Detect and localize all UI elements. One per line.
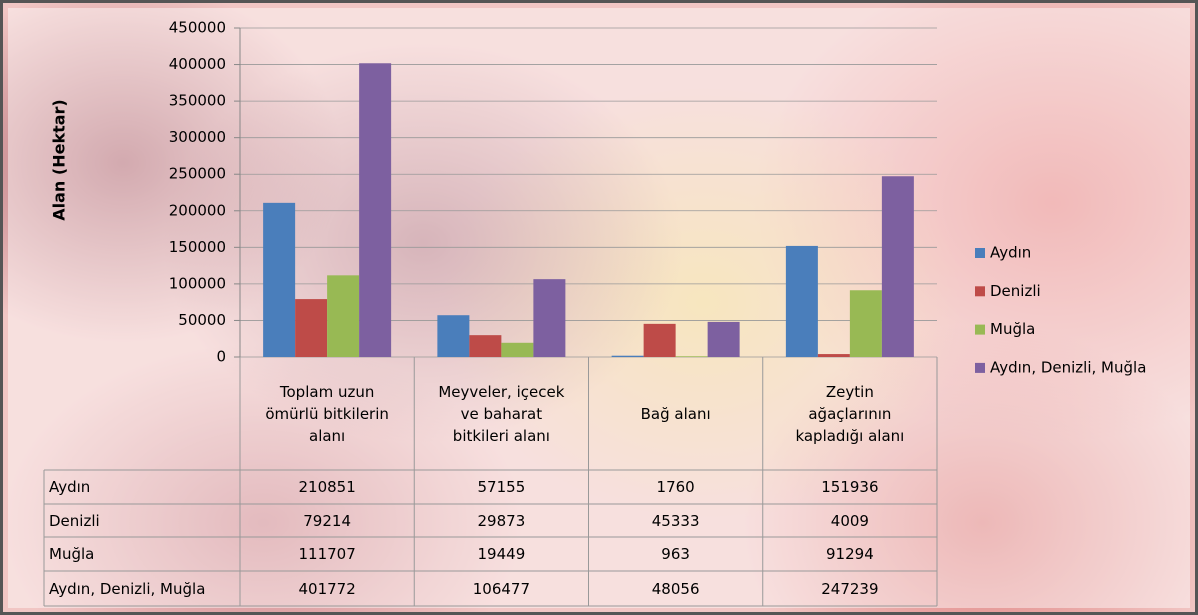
table-value: 91294 — [826, 545, 874, 563]
table-value: 45333 — [651, 511, 700, 530]
y-tick-label: 50000 — [178, 311, 226, 329]
bar — [501, 342, 534, 357]
table-value: 19449 — [477, 545, 526, 563]
y-tick-label: 400000 — [169, 55, 226, 73]
category-label: Zeytin ağaçlarının kapladığı alanı — [795, 382, 905, 445]
table-value: 247239 — [821, 579, 879, 598]
y-tick-label: 300000 — [169, 128, 226, 146]
bar — [611, 355, 644, 357]
table-value: 401772 — [298, 579, 356, 598]
table-value: 1760 — [656, 478, 695, 496]
y-tick-label: 250000 — [169, 165, 226, 183]
legend-swatch — [975, 248, 985, 258]
legend-label: Denizli — [990, 282, 1041, 300]
category-label: Meyveler, içecek ve baharat bitkileri al… — [438, 382, 565, 445]
table-row-label: Aydın — [49, 478, 91, 496]
bar — [785, 245, 818, 357]
legend-swatch — [975, 286, 985, 297]
table-value: 111707 — [298, 545, 356, 563]
category-label: Bağ alanı — [640, 404, 711, 423]
bar — [643, 323, 676, 357]
y-tick-label: 350000 — [169, 92, 226, 110]
bar — [327, 275, 360, 357]
bar — [707, 321, 740, 357]
table-value: 57155 — [477, 478, 526, 496]
bar — [263, 202, 296, 357]
table-row-label: Muğla — [49, 545, 95, 563]
category-label: Toplam uzun ömürlü bitkilerin alanı — [265, 382, 389, 445]
y-tick-label: 450000 — [169, 19, 226, 37]
table-row-label: Aydın, Denizli, Muğla — [49, 579, 206, 598]
bar — [359, 63, 392, 358]
legend-label: Muğla — [990, 320, 1035, 338]
bar — [295, 299, 328, 357]
table-value: 106477 — [472, 579, 530, 598]
y-tick-label: 0 — [216, 348, 226, 366]
bar — [675, 356, 708, 357]
bar — [881, 176, 914, 357]
y-tick-label: 200000 — [169, 201, 226, 219]
bar — [437, 315, 470, 357]
legend-swatch — [975, 362, 985, 373]
table-value: 48056 — [651, 579, 700, 598]
bar — [817, 354, 850, 357]
table-value: 29873 — [477, 511, 526, 530]
table-value: 4009 — [830, 511, 869, 530]
legend-label: Aydın — [990, 244, 1031, 262]
table-row-label: Denizli — [49, 511, 100, 530]
table-value: 963 — [661, 545, 690, 563]
table-value: 79214 — [303, 511, 351, 530]
table-value: 151936 — [821, 478, 879, 496]
y-axis-title: Alan (Hektar) — [50, 99, 69, 220]
y-tick-label: 100000 — [169, 274, 226, 292]
bar — [849, 290, 882, 357]
legend-swatch — [975, 324, 985, 335]
bar — [533, 279, 566, 357]
chart-area — [8, 8, 1190, 608]
table-value: 210851 — [298, 478, 356, 496]
bar — [469, 335, 502, 357]
legend-label: Aydın, Denizli, Muğla — [990, 358, 1146, 376]
y-tick-label: 150000 — [169, 238, 226, 256]
